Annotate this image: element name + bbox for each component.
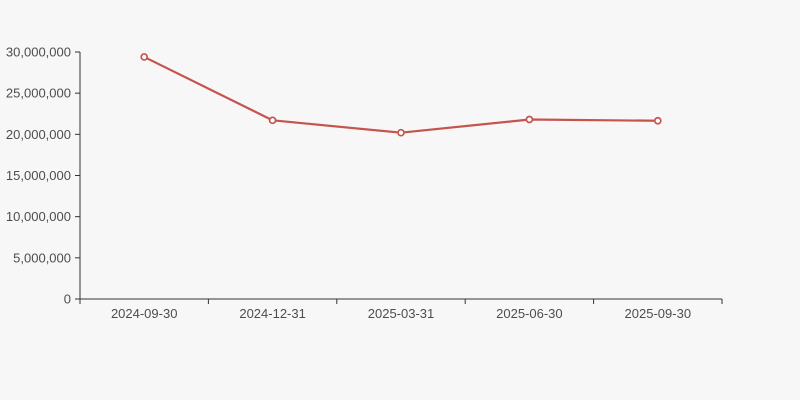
y-axis-label: 25,000,000	[6, 86, 71, 101]
y-axis-label: 10,000,000	[6, 209, 71, 224]
data-point[interactable]	[653, 116, 662, 125]
x-axis-label: 2025-03-31	[368, 306, 435, 321]
y-axis-label: 15,000,000	[6, 168, 71, 183]
y-axis-label: 30,000,000	[6, 45, 71, 60]
x-axis-label: 2025-09-30	[625, 306, 692, 321]
data-point[interactable]	[140, 53, 149, 61]
y-axis-label: 0	[64, 292, 71, 307]
x-axis-label: 2025-06-30	[496, 306, 563, 321]
y-axis-label: 20,000,000	[6, 127, 71, 142]
data-point[interactable]	[268, 116, 277, 125]
x-axis-label: 2024-12-31	[239, 306, 306, 321]
data-point[interactable]	[525, 115, 534, 124]
x-axis-label: 2024-09-30	[111, 306, 178, 321]
data-point[interactable]	[397, 128, 405, 137]
y-axis-label: 5,000,000	[13, 250, 71, 265]
